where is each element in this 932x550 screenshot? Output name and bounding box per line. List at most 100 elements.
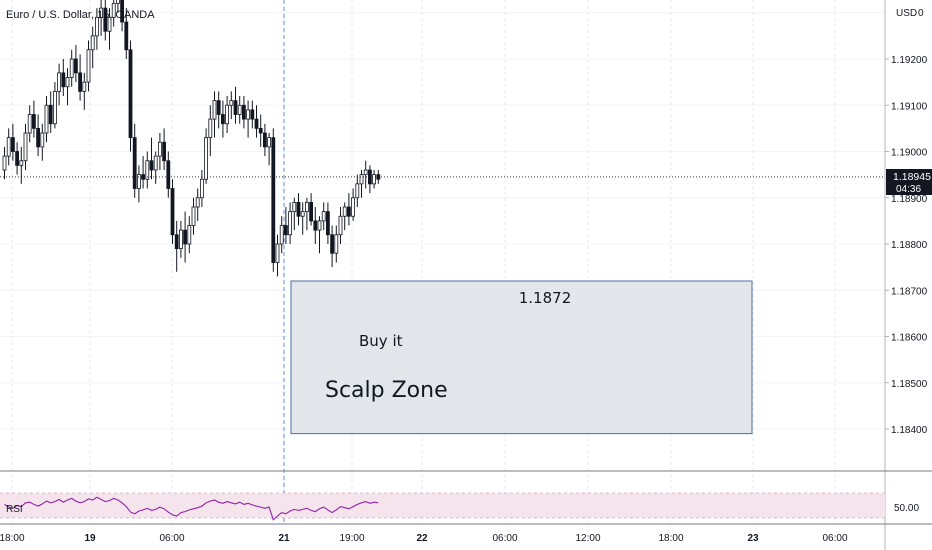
candle bbox=[10, 123, 15, 161]
x-tick-label: 18:00 bbox=[0, 533, 25, 544]
candle bbox=[325, 202, 330, 244]
candle bbox=[166, 151, 171, 198]
candle bbox=[296, 193, 301, 226]
candle bbox=[149, 137, 154, 180]
candle bbox=[128, 40, 133, 152]
rsi-band bbox=[0, 493, 885, 518]
candle bbox=[372, 170, 377, 189]
candle bbox=[40, 123, 45, 161]
candle bbox=[225, 96, 230, 133]
candle bbox=[141, 156, 146, 189]
candle bbox=[178, 220, 183, 258]
candle bbox=[279, 216, 284, 254]
candle bbox=[334, 225, 339, 263]
candle bbox=[136, 165, 141, 203]
candle bbox=[346, 193, 351, 226]
x-tick-label: 19 bbox=[84, 533, 96, 544]
candle bbox=[229, 91, 234, 120]
candle bbox=[157, 133, 162, 170]
y-tick-label: 1.18400 bbox=[891, 425, 928, 436]
candle bbox=[124, 8, 129, 59]
candle bbox=[99, 0, 103, 36]
x-tick-label: 22 bbox=[416, 533, 428, 544]
candle bbox=[330, 225, 335, 268]
candle bbox=[262, 123, 267, 157]
candle bbox=[95, 8, 99, 50]
candle bbox=[27, 105, 32, 143]
candle bbox=[44, 96, 49, 143]
candle bbox=[74, 45, 78, 83]
candle bbox=[275, 234, 280, 277]
x-tick-label: 21 bbox=[278, 533, 290, 544]
candle bbox=[153, 151, 158, 184]
candle bbox=[241, 96, 246, 129]
candle bbox=[195, 188, 200, 221]
x-tick-label: 19:00 bbox=[339, 533, 364, 544]
candle bbox=[338, 207, 343, 244]
candle bbox=[116, 0, 120, 13]
y-tick-label: 1.19000 bbox=[891, 148, 928, 159]
y-tick-label: 1.19200 bbox=[891, 55, 928, 66]
x-tick-label: 18:00 bbox=[658, 533, 683, 544]
y-tick-label: 1.18700 bbox=[891, 286, 928, 297]
candle bbox=[2, 146, 7, 180]
candle bbox=[216, 91, 221, 129]
candle bbox=[367, 165, 372, 194]
candle bbox=[342, 202, 347, 231]
candle bbox=[258, 114, 263, 147]
candle bbox=[170, 179, 175, 244]
currency-label[interactable]: USD bbox=[896, 8, 917, 19]
last-price-label-bg bbox=[886, 169, 932, 195]
candle bbox=[162, 128, 167, 170]
x-tick-label: 06:00 bbox=[159, 533, 184, 544]
candle bbox=[132, 123, 137, 198]
scalp-zone-label: Scalp Zone bbox=[325, 378, 448, 403]
candle bbox=[233, 86, 238, 124]
candle bbox=[111, 0, 116, 27]
candles-layer bbox=[2, 0, 381, 277]
rsi-pane[interactable] bbox=[0, 492, 885, 521]
candle bbox=[212, 91, 217, 138]
chart-title: Euro / U.S. Dollar, 15, OANDA bbox=[6, 9, 155, 21]
candle bbox=[48, 91, 53, 133]
x-tick-label: 23 bbox=[747, 533, 759, 544]
candle bbox=[103, 0, 108, 41]
last-price-label: 1.18945 04:36 bbox=[886, 169, 932, 195]
y-tick-label: 1.18800 bbox=[891, 240, 928, 251]
candle bbox=[19, 146, 24, 184]
y-tick-label: 1.18500 bbox=[891, 379, 928, 390]
candle bbox=[204, 128, 209, 184]
candle bbox=[267, 133, 272, 166]
candle bbox=[363, 160, 368, 189]
candle bbox=[61, 59, 66, 96]
rsi-level-label: 50.00 bbox=[894, 503, 919, 514]
candle bbox=[304, 197, 309, 231]
candle bbox=[53, 82, 57, 129]
scalp-zone-annotation[interactable]: 1.1872 Buy it Scalp Zone bbox=[290, 280, 753, 435]
candle bbox=[32, 100, 36, 138]
candle bbox=[355, 174, 360, 207]
last-price-value: 1.18945 bbox=[893, 171, 931, 183]
candle bbox=[107, 8, 112, 50]
grid-layer bbox=[0, 0, 885, 524]
candle bbox=[120, 0, 124, 32]
rsi-line bbox=[4, 496, 379, 521]
candle bbox=[250, 100, 255, 129]
candle bbox=[283, 207, 288, 244]
candle bbox=[23, 123, 28, 170]
candle bbox=[183, 211, 188, 263]
candle bbox=[271, 128, 276, 272]
rsi-label[interactable]: RSI bbox=[6, 504, 23, 515]
scalp-zone-box[interactable] bbox=[290, 280, 753, 435]
price-axis[interactable]: 1.19200 1.19100 1.19000 1.18900 1.18800 1.187… bbox=[885, 55, 928, 436]
countdown-timer: 04:36 bbox=[896, 184, 921, 195]
candle bbox=[145, 151, 150, 189]
time-axis[interactable]: 18:00 19 06:00 21 19:00 22 06:00 12:00 18:00 23 06… bbox=[0, 533, 848, 544]
candle bbox=[309, 193, 314, 226]
y-tick-label: 1.19100 bbox=[891, 101, 928, 112]
candle bbox=[351, 188, 356, 221]
zone-price-label: 1.1872 bbox=[519, 289, 572, 307]
y-tick-label: 1.18900 bbox=[891, 194, 928, 205]
candle bbox=[187, 216, 192, 254]
